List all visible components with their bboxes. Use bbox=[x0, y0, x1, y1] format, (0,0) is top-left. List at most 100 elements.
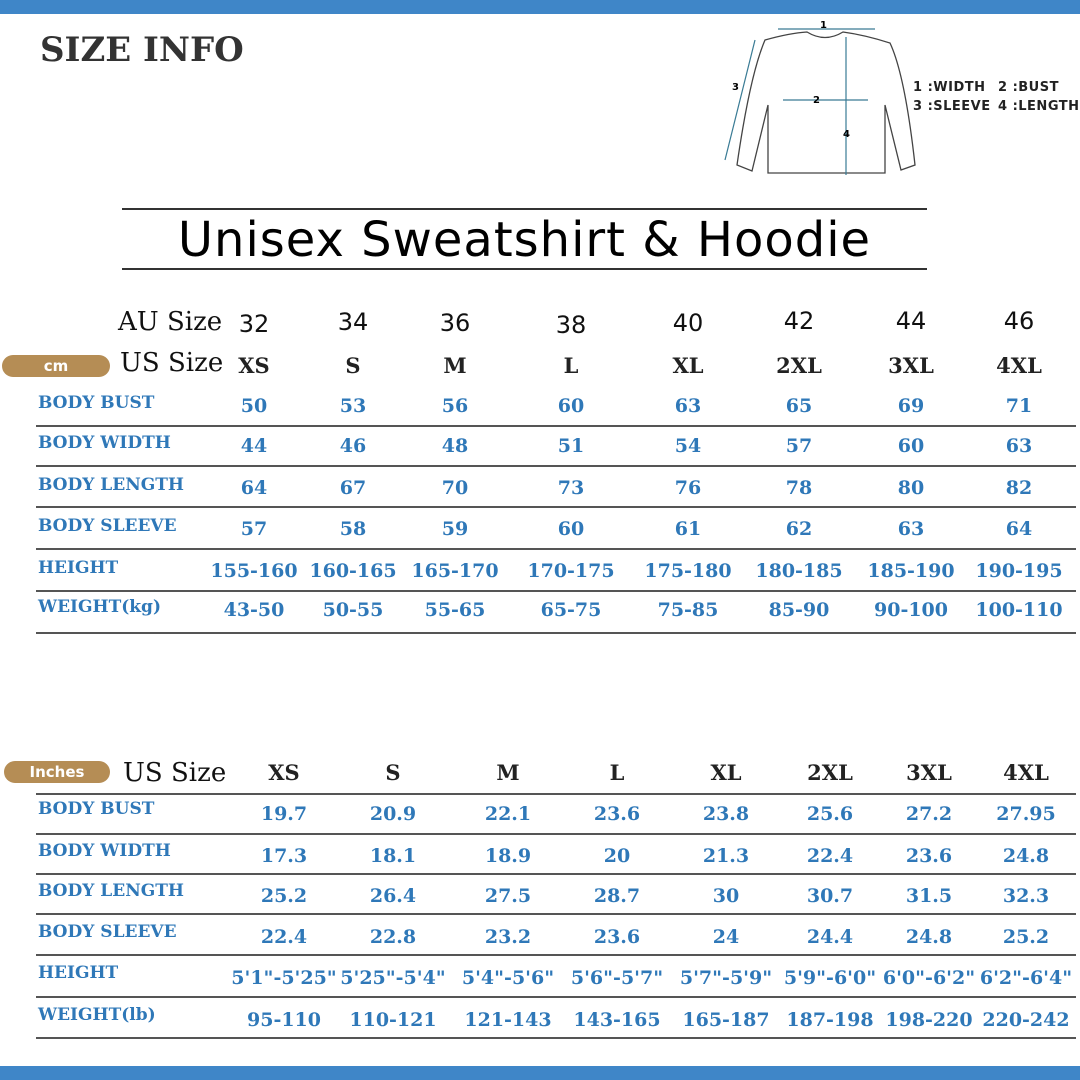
table-cell: 20 bbox=[603, 845, 631, 867]
us-size-4XL: 4XL bbox=[996, 353, 1042, 378]
table-cell: 58 bbox=[339, 518, 367, 540]
table-cell: 32.3 bbox=[1002, 885, 1050, 907]
table-cell: 28.7 bbox=[593, 885, 641, 907]
row-divider bbox=[36, 632, 1076, 634]
table-cell: 5'6"-5'7" bbox=[570, 967, 664, 989]
au-size-38: 38 bbox=[555, 311, 587, 339]
table-cell: 22.4 bbox=[806, 845, 854, 867]
row-divider bbox=[36, 1037, 1076, 1039]
table-cell: 190-195 bbox=[975, 560, 1063, 582]
table-cell: 78 bbox=[785, 477, 813, 499]
bottom-accent-bar bbox=[0, 1066, 1080, 1080]
table-cell: 23.6 bbox=[905, 845, 953, 867]
table-cell: 165-170 bbox=[411, 560, 499, 582]
diagram-number-4: 4 bbox=[843, 129, 850, 140]
row-divider bbox=[36, 873, 1076, 875]
table-cell: 220-242 bbox=[982, 1009, 1070, 1031]
heading-banner: Unisex Sweatshirt & Hoodie bbox=[122, 208, 927, 270]
us-size-label: US Size bbox=[120, 348, 224, 378]
row-divider bbox=[36, 954, 1076, 956]
row-label: BODY BUST bbox=[38, 799, 155, 819]
table-cell: 175-180 bbox=[644, 560, 732, 582]
table-cell: 57 bbox=[785, 435, 813, 457]
table-cell: 70 bbox=[441, 477, 469, 499]
table-cell: 90-100 bbox=[874, 599, 948, 621]
row-divider bbox=[36, 465, 1076, 467]
row-divider bbox=[36, 548, 1076, 550]
table-cell: 24.8 bbox=[905, 926, 953, 948]
table-cell: 31.5 bbox=[905, 885, 953, 907]
legend-length: 4 :LENGTH bbox=[998, 99, 1080, 114]
table-cell: 54 bbox=[674, 435, 702, 457]
table-cell: 23.8 bbox=[702, 803, 750, 825]
diagram-number-3: 3 bbox=[732, 82, 739, 93]
table-cell: 187-198 bbox=[786, 1009, 874, 1031]
table-cell: 25.2 bbox=[260, 885, 308, 907]
table-cell: 5'9"-6'0" bbox=[783, 967, 877, 989]
table-cell: 18.1 bbox=[369, 845, 417, 867]
table-cell: 61 bbox=[674, 518, 702, 540]
table-cell: 59 bbox=[441, 518, 469, 540]
us-size-2XL: 2XL bbox=[776, 353, 822, 378]
row-label: WEIGHT(kg) bbox=[38, 597, 161, 617]
au-size-label: AU Size bbox=[118, 307, 223, 337]
table-cell: 75-85 bbox=[657, 599, 719, 621]
row-label: WEIGHT(lb) bbox=[38, 1005, 156, 1025]
shirt-diagram-icon: 1 2 3 4 bbox=[724, 20, 916, 175]
row-divider bbox=[36, 425, 1076, 427]
table-cell: 95-110 bbox=[247, 1009, 321, 1031]
table-cell: 56 bbox=[441, 395, 469, 417]
row-label: BODY LENGTH bbox=[38, 475, 184, 495]
table-cell: 17.3 bbox=[260, 845, 308, 867]
au-size-42: 42 bbox=[783, 307, 815, 335]
table-cell: 23.6 bbox=[593, 926, 641, 948]
row-divider bbox=[36, 793, 1076, 795]
legend-bust: 2 :BUST bbox=[998, 80, 1059, 95]
us-size-XS: XS bbox=[268, 760, 300, 785]
table-cell: 82 bbox=[1005, 477, 1033, 499]
table-cell: 25.6 bbox=[806, 803, 854, 825]
table-cell: 51 bbox=[557, 435, 585, 457]
table-cell: 19.7 bbox=[260, 803, 308, 825]
table-cell: 160-165 bbox=[309, 560, 397, 582]
row-label: BODY LENGTH bbox=[38, 881, 184, 901]
table-cell: 55-65 bbox=[424, 599, 486, 621]
us-size-M: M bbox=[496, 760, 520, 785]
table-cell: 57 bbox=[240, 518, 268, 540]
table-cell: 198-220 bbox=[885, 1009, 973, 1031]
table-cell: 5'4"-5'6" bbox=[461, 967, 555, 989]
table-cell: 6'2"-6'4" bbox=[979, 967, 1073, 989]
us-size-S: S bbox=[385, 760, 401, 785]
legend-width: 1 :WIDTH bbox=[913, 80, 986, 95]
table-cell: 60 bbox=[897, 435, 925, 457]
table-cell: 64 bbox=[240, 477, 268, 499]
row-divider bbox=[36, 506, 1076, 508]
diagram-number-2: 2 bbox=[813, 95, 820, 106]
table-cell: 30.7 bbox=[806, 885, 854, 907]
table-cell: 24.8 bbox=[1002, 845, 1050, 867]
table-cell: 180-185 bbox=[755, 560, 843, 582]
row-label: BODY WIDTH bbox=[38, 433, 171, 453]
us-size-L: L bbox=[609, 760, 625, 785]
table-cell: 44 bbox=[240, 435, 268, 457]
row-divider bbox=[36, 590, 1076, 592]
table-cell: 85-90 bbox=[768, 599, 830, 621]
au-size-32: 32 bbox=[238, 310, 270, 338]
table-cell: 73 bbox=[557, 477, 585, 499]
table-cell: 25.2 bbox=[1002, 926, 1050, 948]
au-size-34: 34 bbox=[337, 308, 369, 336]
table-cell: 60 bbox=[557, 395, 585, 417]
us-size-label-inches: US Size bbox=[123, 758, 227, 788]
table-cell: 5'25"-5'4" bbox=[340, 967, 446, 989]
us-size-XL: XL bbox=[672, 353, 704, 378]
table-cell: 48 bbox=[441, 435, 469, 457]
table-cell: 27.5 bbox=[484, 885, 532, 907]
table-cell: 26.4 bbox=[369, 885, 417, 907]
table-cell: 5'7"-5'9" bbox=[679, 967, 773, 989]
unit-badge-inches: Inches bbox=[4, 761, 110, 783]
table-cell: 80 bbox=[897, 477, 925, 499]
table-cell: 5'1"-5'25" bbox=[231, 967, 337, 989]
product-heading: Unisex Sweatshirt & Hoodie bbox=[177, 212, 872, 268]
table-cell: 23.6 bbox=[593, 803, 641, 825]
row-label: BODY SLEEVE bbox=[38, 516, 177, 536]
